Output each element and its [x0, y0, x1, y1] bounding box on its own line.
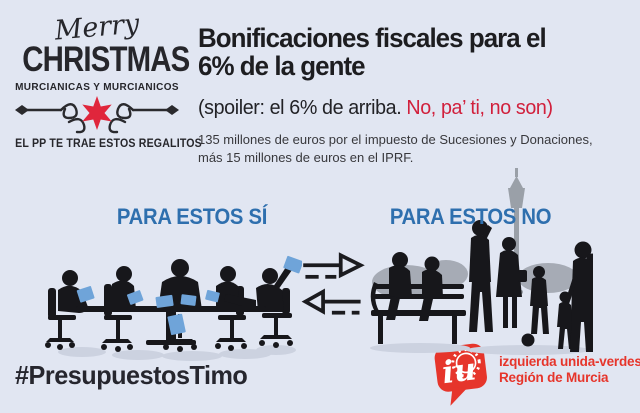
blue-documents: [76, 255, 302, 336]
label-para-estos-no: PARA ESTOS NO: [389, 204, 552, 229]
headline-details: 135 millones de euros por el impuesto de…: [198, 132, 593, 166]
spoiler-line: (spoiler: el 6% de arriba. No, pa’ ti, n…: [198, 96, 617, 120]
headline-line2: 6% de la gente: [198, 51, 366, 82]
iu-logo-line2: Región de Murcia: [499, 370, 609, 386]
iu-logo-bubble-icon: iu: [434, 343, 487, 406]
diamond-left-icon: [15, 105, 29, 116]
flourish-star-ornament-icon: [15, 96, 179, 134]
iu-monogram: iu: [440, 351, 478, 391]
iu-logo: iu izquierda unida-verdes Región de Murc…: [432, 341, 640, 411]
label-para-estos-si: PARA ESTOS SÍ: [116, 204, 268, 229]
christmas-text: CHRISTMAS: [22, 40, 190, 79]
exchange-arrows-icon: [301, 252, 365, 315]
park-family-silhouette: [370, 168, 593, 355]
spoiler-highlight: No, pa’ ti, no son): [406, 96, 553, 120]
iu-logo-text: izquierda unida-verdes Región de Murcia: [499, 354, 640, 386]
headline-block: Bonificaciones fiscales para el 6% de la…: [198, 24, 634, 167]
diamond-right-icon: [165, 105, 179, 116]
iu-logo-line1: izquierda unida-verdes: [499, 354, 640, 369]
meeting-table-silhouette: [45, 255, 302, 361]
hashtag-presupuestostimo: #PresupuestosTimo: [15, 360, 248, 390]
badge-tagline: EL PP TE TRAE ESTOS REGALITOS: [15, 138, 202, 151]
red-star-icon: [82, 96, 112, 131]
christmas-badge: Merry CHRISTMAS MURCIANICAS Y MURCIANICO…: [8, 8, 202, 151]
spoiler-prefix: (spoiler: el 6% de arriba.: [198, 96, 407, 120]
badge-subtitle: MURCIANICAS Y MURCIANICOS: [15, 81, 179, 94]
headline-line1: Bonificaciones fiscales para el: [198, 23, 547, 53]
